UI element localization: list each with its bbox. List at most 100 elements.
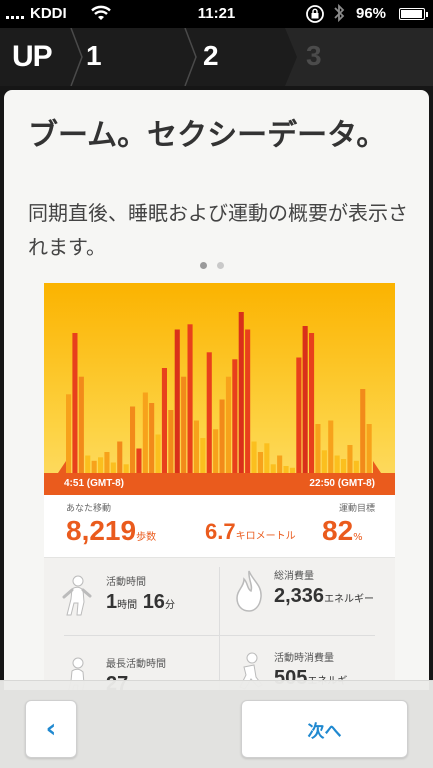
distance-unit: キロメートル [235,531,296,542]
activity-bar [78,376,84,473]
longest-active-label: 最長活動時間 [106,659,166,670]
total-calories: 2,336 [274,585,325,607]
stats-panel: あなた移動 運動目標 8,219歩数 6.7キロメートル 82% 活動時間 1時… [44,495,395,690]
bluetooth-icon [334,3,345,23]
activity-bar [161,368,167,473]
activity-bar [360,389,366,473]
tutorial-card: ブーム。セクシーデータ。 同期直後、睡眠および運動の概要が表示されます。 4:5… [4,90,429,690]
activity-bar [245,329,251,473]
activity-bar [341,459,347,473]
active-time-label: 活動時間 [106,577,146,588]
activity-bar [85,455,91,473]
step-separator-icon [70,28,83,86]
end-time: 22:50 (GMT-8) [309,478,375,489]
distance-stat: 6.7キロメートル [205,519,296,545]
start-time: 4:51 (GMT-8) [64,478,125,489]
up-logo: UP [12,40,53,73]
activity-bar [174,329,180,473]
activity-bar [130,406,136,473]
activity-bar [347,445,353,473]
signal-icon [6,9,24,19]
activity-bar [136,448,142,473]
activity-bar [219,399,225,473]
goal-label: 運動目標 [338,504,375,514]
activity-bar [315,424,321,473]
page-dot-active [200,262,207,269]
activity-bar [251,441,257,473]
goal-stat: 82% [322,515,363,547]
activity-bar [66,394,72,473]
activity-bar [328,420,334,473]
active-time-cell: 活動時間 1時間 16分 [44,561,219,631]
page-dot [217,262,224,269]
divider [64,635,375,636]
activity-bar [334,455,340,473]
activity-bar [296,357,302,473]
activity-bar [72,333,78,473]
activity-bar [264,443,270,473]
activity-bar [257,452,263,473]
distance-value: 6.7 [205,519,236,544]
carrier-name: KDDI [30,5,67,22]
activity-bar [225,376,231,473]
activity-bar [98,457,104,473]
activity-bar [283,466,289,473]
step-separator-icon [285,28,433,86]
movement-label: あなた移動 [66,504,112,514]
hours-unit: 時間 [117,600,138,611]
goal-value: 82 [322,515,354,546]
total-calories-value: 2,336エネルギー [274,585,374,608]
activity-bar [200,438,206,473]
status-bar: KDDI 11:21 96% [0,0,433,28]
walking-person-icon [62,575,92,616]
back-button[interactable]: ‹ [25,700,77,758]
card-title: ブーム。セクシーデータ。 [28,118,387,153]
battery-percentage: 96% [356,5,387,22]
activity-bar [232,359,238,473]
divider [219,567,220,690]
activity-bar [168,410,174,473]
setup-steps-header: UP 1 2 3 [0,28,433,86]
step-2-current: 2 [203,40,219,71]
timeline-bar: 4:51 (GMT-8) 22:50 (GMT-8) [44,473,395,495]
calories-unit: エネルギー [324,594,375,605]
activity-bar [277,455,283,473]
timeline-end-marker [373,461,381,473]
activity-bar [155,434,161,473]
battery-icon [399,8,428,20]
divider [44,557,395,558]
page-indicator[interactable] [200,262,224,269]
activity-bar [91,460,97,473]
active-minutes: 16 [142,591,165,613]
wifi-icon [91,5,111,20]
activity-bar [289,467,295,473]
goal-unit: % [353,532,363,543]
timeline-start-marker [58,461,66,473]
activity-bar [321,450,327,473]
activity-bar [187,324,193,473]
steps-unit: 歩数 [136,532,157,543]
activity-bar [309,333,315,473]
activity-bar [117,441,123,473]
activity-bar [270,464,276,473]
activity-bar [302,326,308,473]
step-1: 1 [86,40,102,71]
activity-bar [181,376,187,473]
activity-bar [238,312,244,473]
activity-bar [353,460,359,473]
movement-summary: あなた移動 運動目標 8,219歩数 6.7キロメートル 82% [44,495,395,557]
bottom-nav-bar: ‹ 次へ [0,680,433,768]
total-calories-cell: 総消費量 2,336エネルギー [220,555,395,625]
minutes-unit: 分 [164,600,175,611]
next-button[interactable]: 次へ [241,700,408,758]
card-subtitle: 同期直後、睡眠および運動の概要が表示されます。 [28,201,408,259]
activity-bar [110,462,116,473]
activity-bar [104,452,110,473]
active-time-value: 1時間 16分 [106,591,175,614]
activity-bar [366,424,372,473]
steps-value: 8,219 [66,515,137,546]
step-separator-icon [184,28,197,86]
next-button-label: 次へ [307,721,342,742]
back-chevron-icon: ‹ [45,714,57,744]
app-preview-image: 4:51 (GMT-8) 22:50 (GMT-8) あなた移動 運動目標 8,… [44,283,395,690]
